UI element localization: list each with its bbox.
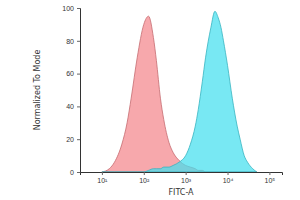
y-tick: 40	[66, 103, 80, 110]
x-tick: 10⁵	[265, 172, 276, 184]
y-tick-label: 100	[62, 5, 74, 12]
y-tick-mark	[77, 139, 80, 140]
y-tick-label: 80	[66, 38, 74, 45]
x-tick-label: 10²	[139, 177, 150, 184]
y-tick-mark	[77, 74, 80, 75]
x-tick: 10⁴	[223, 172, 234, 184]
x-tick-label: 10³	[181, 177, 192, 184]
y-axis: 0 20 40 60 80 100	[62, 5, 80, 176]
y-axis-line	[77, 9, 81, 173]
histogram-area	[102, 11, 257, 172]
x-tick-mark	[269, 172, 270, 175]
x-tick-label: 10⁴	[223, 177, 234, 184]
y-tick: 20	[66, 136, 80, 143]
y-tick-label: 60	[66, 70, 74, 77]
y-tick-label: 20	[66, 136, 74, 143]
x-tick-label: 10¹	[97, 177, 108, 184]
y-tick-mark	[77, 8, 80, 9]
x-tick-mark	[228, 172, 229, 175]
y-tick: 0	[70, 169, 80, 176]
y-tick-mark	[77, 41, 80, 42]
x-tick-mark	[186, 172, 187, 175]
y-tick-mark	[77, 172, 80, 173]
x-axis: 10¹ 10² 10³ 10⁴ 10⁵	[81, 172, 283, 184]
x-tick-label: 10⁵	[265, 177, 276, 184]
plot-area	[102, 11, 257, 172]
x-axis-line	[81, 173, 283, 176]
y-tick-label: 40	[66, 103, 74, 110]
x-tick-mark	[102, 172, 103, 175]
x-axis-title: FITC-A	[168, 188, 194, 197]
x-tick: 10³	[181, 172, 192, 184]
x-tick-mark	[144, 172, 145, 175]
x-tick: 10²	[139, 172, 150, 184]
y-tick: 100	[62, 5, 80, 12]
y-tick-label: 0	[70, 169, 74, 176]
y-tick: 60	[66, 70, 80, 77]
y-axis-title: Normalized To Mode	[33, 50, 42, 131]
chart: 10¹ 10² 10³ 10⁴ 10⁵ 0 20 40 60 80 100 FITC-A Normali…	[0, 0, 300, 200]
y-tick: 80	[66, 38, 80, 45]
x-tick: 10¹	[97, 172, 108, 184]
y-tick-mark	[77, 106, 80, 107]
